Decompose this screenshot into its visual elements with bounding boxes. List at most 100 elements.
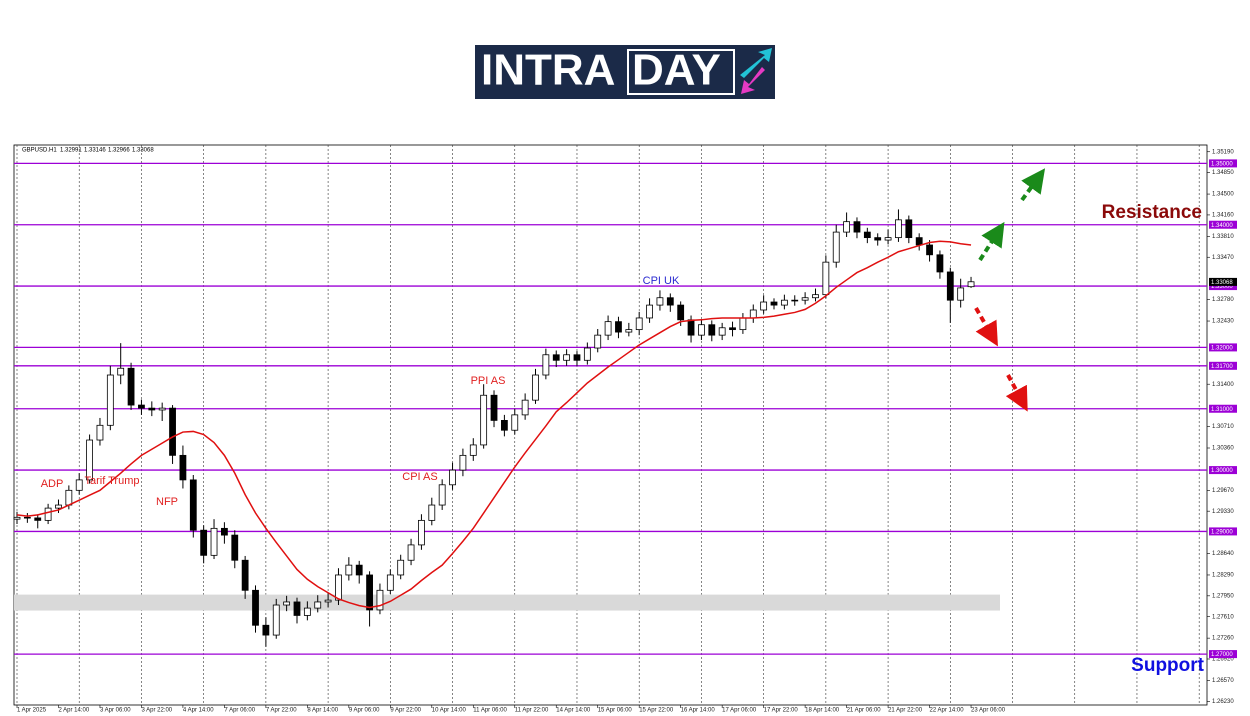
x-tick-label: 17 Apr 06:00	[722, 708, 757, 714]
candle-body	[770, 301, 778, 306]
candle-body	[459, 454, 467, 471]
candle-body	[926, 244, 933, 256]
level-label: 1.27000	[1211, 652, 1233, 658]
candle-body	[324, 599, 332, 603]
x-tick-label: 17 Apr 22:00	[764, 708, 799, 714]
candle-body	[86, 439, 93, 481]
candle-body	[500, 419, 508, 431]
y-tick-label: 1.29670	[1212, 488, 1234, 494]
y-tick-label: 1.29330	[1212, 509, 1234, 515]
candle-body	[863, 231, 871, 239]
level-label: 1.31700	[1211, 364, 1233, 370]
candle-body	[148, 407, 156, 411]
resistance-label: Resistance	[1102, 202, 1202, 223]
annotation: PPI AS	[471, 375, 506, 387]
candle-body	[542, 354, 550, 376]
level-label: 1.29000	[1211, 529, 1233, 535]
candle-body	[438, 484, 446, 506]
candle-body	[55, 504, 62, 509]
level-label: 1.33000	[1211, 284, 1233, 290]
candle-body	[220, 527, 228, 536]
y-tick-label: 1.28290	[1212, 573, 1234, 579]
candle-body	[967, 281, 975, 288]
x-tick-label: 21 Apr 06:00	[847, 708, 882, 714]
logo-arrow-down	[741, 67, 765, 94]
x-tick-label: 1 Apr 2025	[17, 708, 47, 714]
header-value: 1.32991	[60, 148, 82, 154]
plot-frame	[13, 144, 1208, 706]
y-tick-label: 1.26230	[1212, 699, 1234, 705]
x-tick-label: 11 Apr 22:00	[515, 708, 549, 714]
y-tick-label: 1.32780	[1212, 297, 1234, 303]
candle-body	[283, 601, 291, 606]
candle-body	[345, 564, 353, 576]
candle-body	[480, 394, 488, 446]
y-tick-label: 1.35190	[1212, 149, 1234, 155]
candle-body	[739, 317, 747, 331]
candle-body	[532, 374, 539, 401]
annotation: NFP	[156, 496, 178, 508]
candle-body	[780, 299, 788, 306]
candle-body	[376, 589, 384, 611]
y-tick-label: 1.26570	[1212, 678, 1234, 684]
candle-body	[117, 367, 125, 376]
logo-frame	[627, 49, 735, 95]
candle-body	[552, 354, 560, 361]
y-tick-label: 1.32430	[1212, 319, 1234, 325]
level-tag	[1209, 361, 1237, 370]
x-tick-label: 15 Apr 06:00	[598, 708, 633, 714]
candle-body	[666, 297, 674, 306]
level-tag	[1209, 404, 1237, 413]
y-tick-label: 1.33470	[1212, 255, 1234, 261]
candle-body	[822, 261, 830, 296]
logo-arrow-up	[740, 48, 772, 78]
candle-body	[946, 271, 954, 301]
arrows	[974, 168, 1046, 412]
candle-body	[158, 407, 166, 411]
y-tick-label: 1.27950	[1212, 593, 1234, 599]
level-tag	[1209, 466, 1237, 475]
candle-body	[843, 221, 850, 233]
candle-body	[75, 479, 83, 491]
candle-body	[303, 607, 311, 616]
candle-body	[936, 254, 944, 273]
candle-body	[449, 469, 456, 486]
x-tick-label: 8 Apr 14:00	[307, 708, 338, 714]
header-values: 1.32991 1.33146 1.32966 1.33068	[60, 148, 154, 154]
zone	[14, 594, 1000, 611]
level-tag	[1209, 527, 1237, 536]
logo-right: DAY	[632, 46, 721, 95]
candle-body	[656, 297, 664, 306]
y-tick-label: 1.30360	[1212, 446, 1234, 452]
annotation: Tarif Trump	[84, 475, 139, 487]
candle-body	[698, 324, 705, 336]
x-tick-label: 15 Apr 22:00	[639, 708, 674, 714]
level-tag	[1209, 282, 1237, 291]
candle-body	[272, 604, 280, 636]
candle-body	[138, 404, 145, 409]
candle-body	[96, 424, 104, 441]
price-tag	[1209, 277, 1237, 286]
y-tick-label: 1.30710	[1212, 424, 1234, 430]
logo: INTRA DAY	[475, 45, 775, 99]
candle-body	[127, 367, 135, 406]
candle-body	[44, 507, 52, 521]
arrow-down	[1005, 374, 1028, 412]
level-label: 1.31000	[1211, 407, 1233, 413]
x-tick-label: 7 Apr 22:00	[266, 708, 297, 714]
candle-body	[169, 407, 176, 456]
moving-average	[16, 240, 972, 609]
annotation: CPI AS	[402, 471, 437, 483]
header-value: 1.33068	[132, 148, 154, 154]
candle-body	[635, 317, 643, 331]
candle-body	[594, 334, 602, 349]
y-tick-label: 1.34500	[1212, 192, 1234, 198]
y-tick-label: 1.31400	[1212, 382, 1234, 388]
annotation: CPI UK	[643, 275, 680, 287]
x-tick-label: 22 Apr 14:00	[930, 708, 965, 714]
candle-body	[729, 327, 736, 331]
logo-left: INTRA	[481, 46, 615, 95]
x-tick-label: 3 Apr 06:00	[100, 708, 131, 714]
x-tick-label: 21 Apr 22:00	[888, 708, 923, 714]
